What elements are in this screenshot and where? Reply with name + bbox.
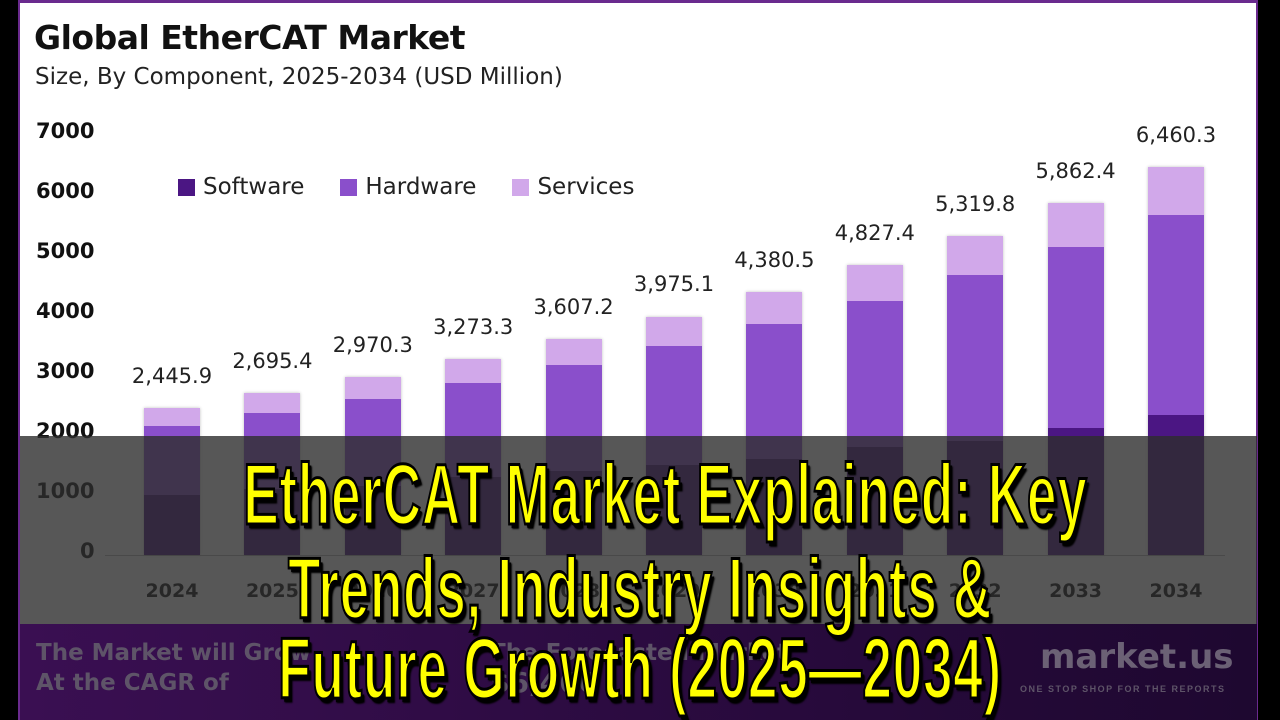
bar-value-label: 2,695.4 [232,349,313,374]
bar-value-label: 2,445.9 [131,364,213,389]
bar-segment-services [545,338,602,365]
chart-subtitle: Size, By Component, 2025-2034 (USD Milli… [35,64,563,90]
bar-segment-services [344,376,401,399]
legend-item-services: Services [512,174,634,200]
dark-overlay-band [20,436,1257,624]
services-swatch-icon [512,178,530,196]
bar-value-label: 3,607.2 [533,294,614,319]
bar-value-label: 5,862.4 [1035,159,1116,184]
brand-tagline: ONE STOP SHOP FOR THE REPORTS [1020,684,1226,694]
bar-segment-services [1148,167,1204,215]
bar-segment-services [646,316,702,347]
legend-label: Services [537,174,635,200]
bar-value-label: 3,273.3 [433,314,514,339]
bar-segment-hardware [1047,247,1104,428]
bar-segment-services [445,358,502,383]
bar-segment-services [746,292,803,324]
headline-line-3: Future Growth (2025—2034) [277,621,1002,717]
bar-value-label: 6,460.3 [1135,123,1217,148]
bar-segment-services [244,393,301,413]
legend-item-hardware: Hardware [340,174,476,200]
bar-segment-services [1047,203,1104,247]
software-swatch-icon [178,178,195,196]
bar-value-label: 4,380.5 [734,248,815,273]
legend-label: Hardware [365,174,477,200]
headline-line-2: Trends, Industry Insights & [287,541,993,637]
bar-segment-hardware [947,274,1004,441]
brand-logo: market.us [1040,637,1234,677]
bar-value-label: 4,827.4 [834,221,915,246]
legend-label: Software [203,174,305,200]
chart-title: Global EtherCAT Market [34,18,466,57]
y-tick: 6000 [36,179,95,203]
legend-item-software: Software [178,174,304,200]
y-tick: 7000 [36,119,95,143]
bar-value-label: 3,975.1 [633,272,715,297]
bar-segment-services [144,408,200,426]
footer-cagr-text: The Market will Grow At the CAGR of [36,640,311,696]
headline-line-1: EtherCAT Market Explained: Key [242,447,1088,543]
chart-legend: Software Hardware Services [178,174,634,200]
footer-forecast-text: The Forecasted Market $6,460 [490,640,789,699]
y-tick: 5000 [36,239,95,263]
bar-segment-hardware [1148,214,1204,415]
bar-segment-services [947,235,1004,275]
bar-value-label: 5,319.8 [935,191,1016,216]
bar-segment-services [846,265,903,301]
y-tick: 3000 [36,359,95,383]
hardware-swatch-icon [340,178,358,196]
bar-segment-hardware [846,301,903,447]
bar-value-label: 2,970.3 [332,332,413,357]
y-tick: 4000 [36,299,95,323]
footer-banner: The Market will Grow At the CAGR of The … [20,624,1257,720]
